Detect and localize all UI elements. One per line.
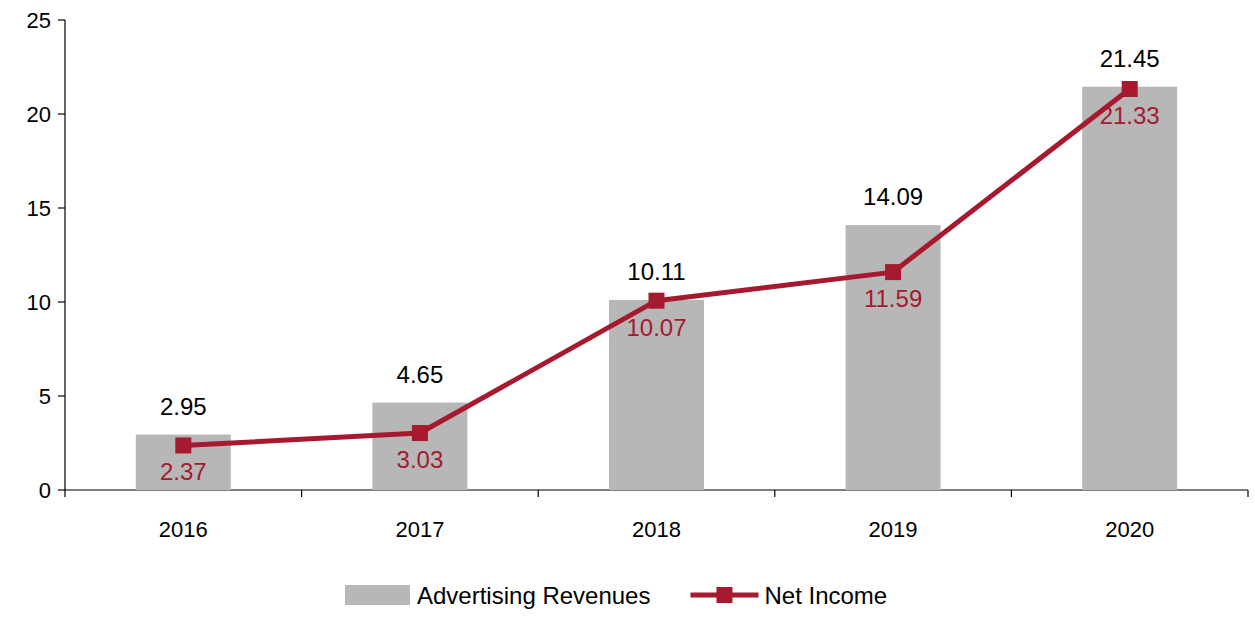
data-label: 2.37	[160, 458, 207, 485]
marker	[175, 437, 191, 453]
chart: 0 5 10 15 20 25 2016 2017 2018 2019 2020 2.95 4.65 10…	[0, 0, 1255, 635]
legend-marker	[716, 587, 732, 603]
x-tick-label: 2019	[869, 517, 918, 542]
marker	[412, 425, 428, 441]
y-tick-label: 0	[39, 478, 51, 503]
data-label: 14.09	[863, 183, 923, 210]
marker	[885, 264, 901, 280]
legend-label: Advertising Revenues	[417, 582, 650, 609]
data-label: 21.33	[1100, 102, 1160, 129]
x-tick	[774, 490, 775, 497]
x-tick-label: 2017	[395, 517, 444, 542]
legend: Advertising Revenues Net Income	[345, 582, 887, 609]
y-tick-label: 5	[39, 384, 51, 409]
data-label: 21.45	[1100, 45, 1160, 72]
data-label: 10.07	[626, 314, 686, 341]
y-tick-label: 20	[27, 102, 51, 127]
line	[183, 89, 1129, 445]
data-label: 2.95	[160, 393, 207, 420]
data-label: 10.11	[627, 258, 685, 285]
marker	[1122, 81, 1138, 97]
data-label: 3.03	[397, 446, 444, 473]
legend-label: Net Income	[764, 582, 887, 609]
x-tick-label: 2016	[159, 517, 208, 542]
data-label: 4.65	[397, 361, 444, 388]
marks	[136, 81, 1177, 490]
y-tick	[58, 207, 65, 208]
x-tick-label: 2018	[632, 517, 681, 542]
y-tick	[58, 113, 65, 114]
y-tick	[58, 301, 65, 302]
x-tick	[1011, 490, 1012, 497]
marker	[649, 293, 665, 309]
x-tick	[538, 490, 539, 497]
x-tick	[1247, 490, 1248, 497]
x-tick-label: 2020	[1105, 517, 1154, 542]
y-tick	[58, 395, 65, 396]
data-label: 11.59	[864, 285, 922, 312]
y-axis	[64, 20, 65, 490]
data-labels: 2.95 4.65 10.11 14.09 21.45 2.37 3.03 10.07 11.5…	[160, 45, 1160, 486]
bar	[846, 225, 941, 490]
y-tick-label: 10	[27, 290, 51, 315]
legend-swatch	[345, 585, 410, 605]
x-tick	[301, 490, 302, 497]
y-tick	[58, 19, 65, 20]
y-tick-label: 25	[27, 8, 51, 33]
y-tick-label: 15	[27, 196, 51, 221]
y-tick	[58, 489, 65, 490]
bar	[609, 300, 704, 490]
x-tick	[64, 490, 65, 497]
bar	[1082, 87, 1177, 490]
